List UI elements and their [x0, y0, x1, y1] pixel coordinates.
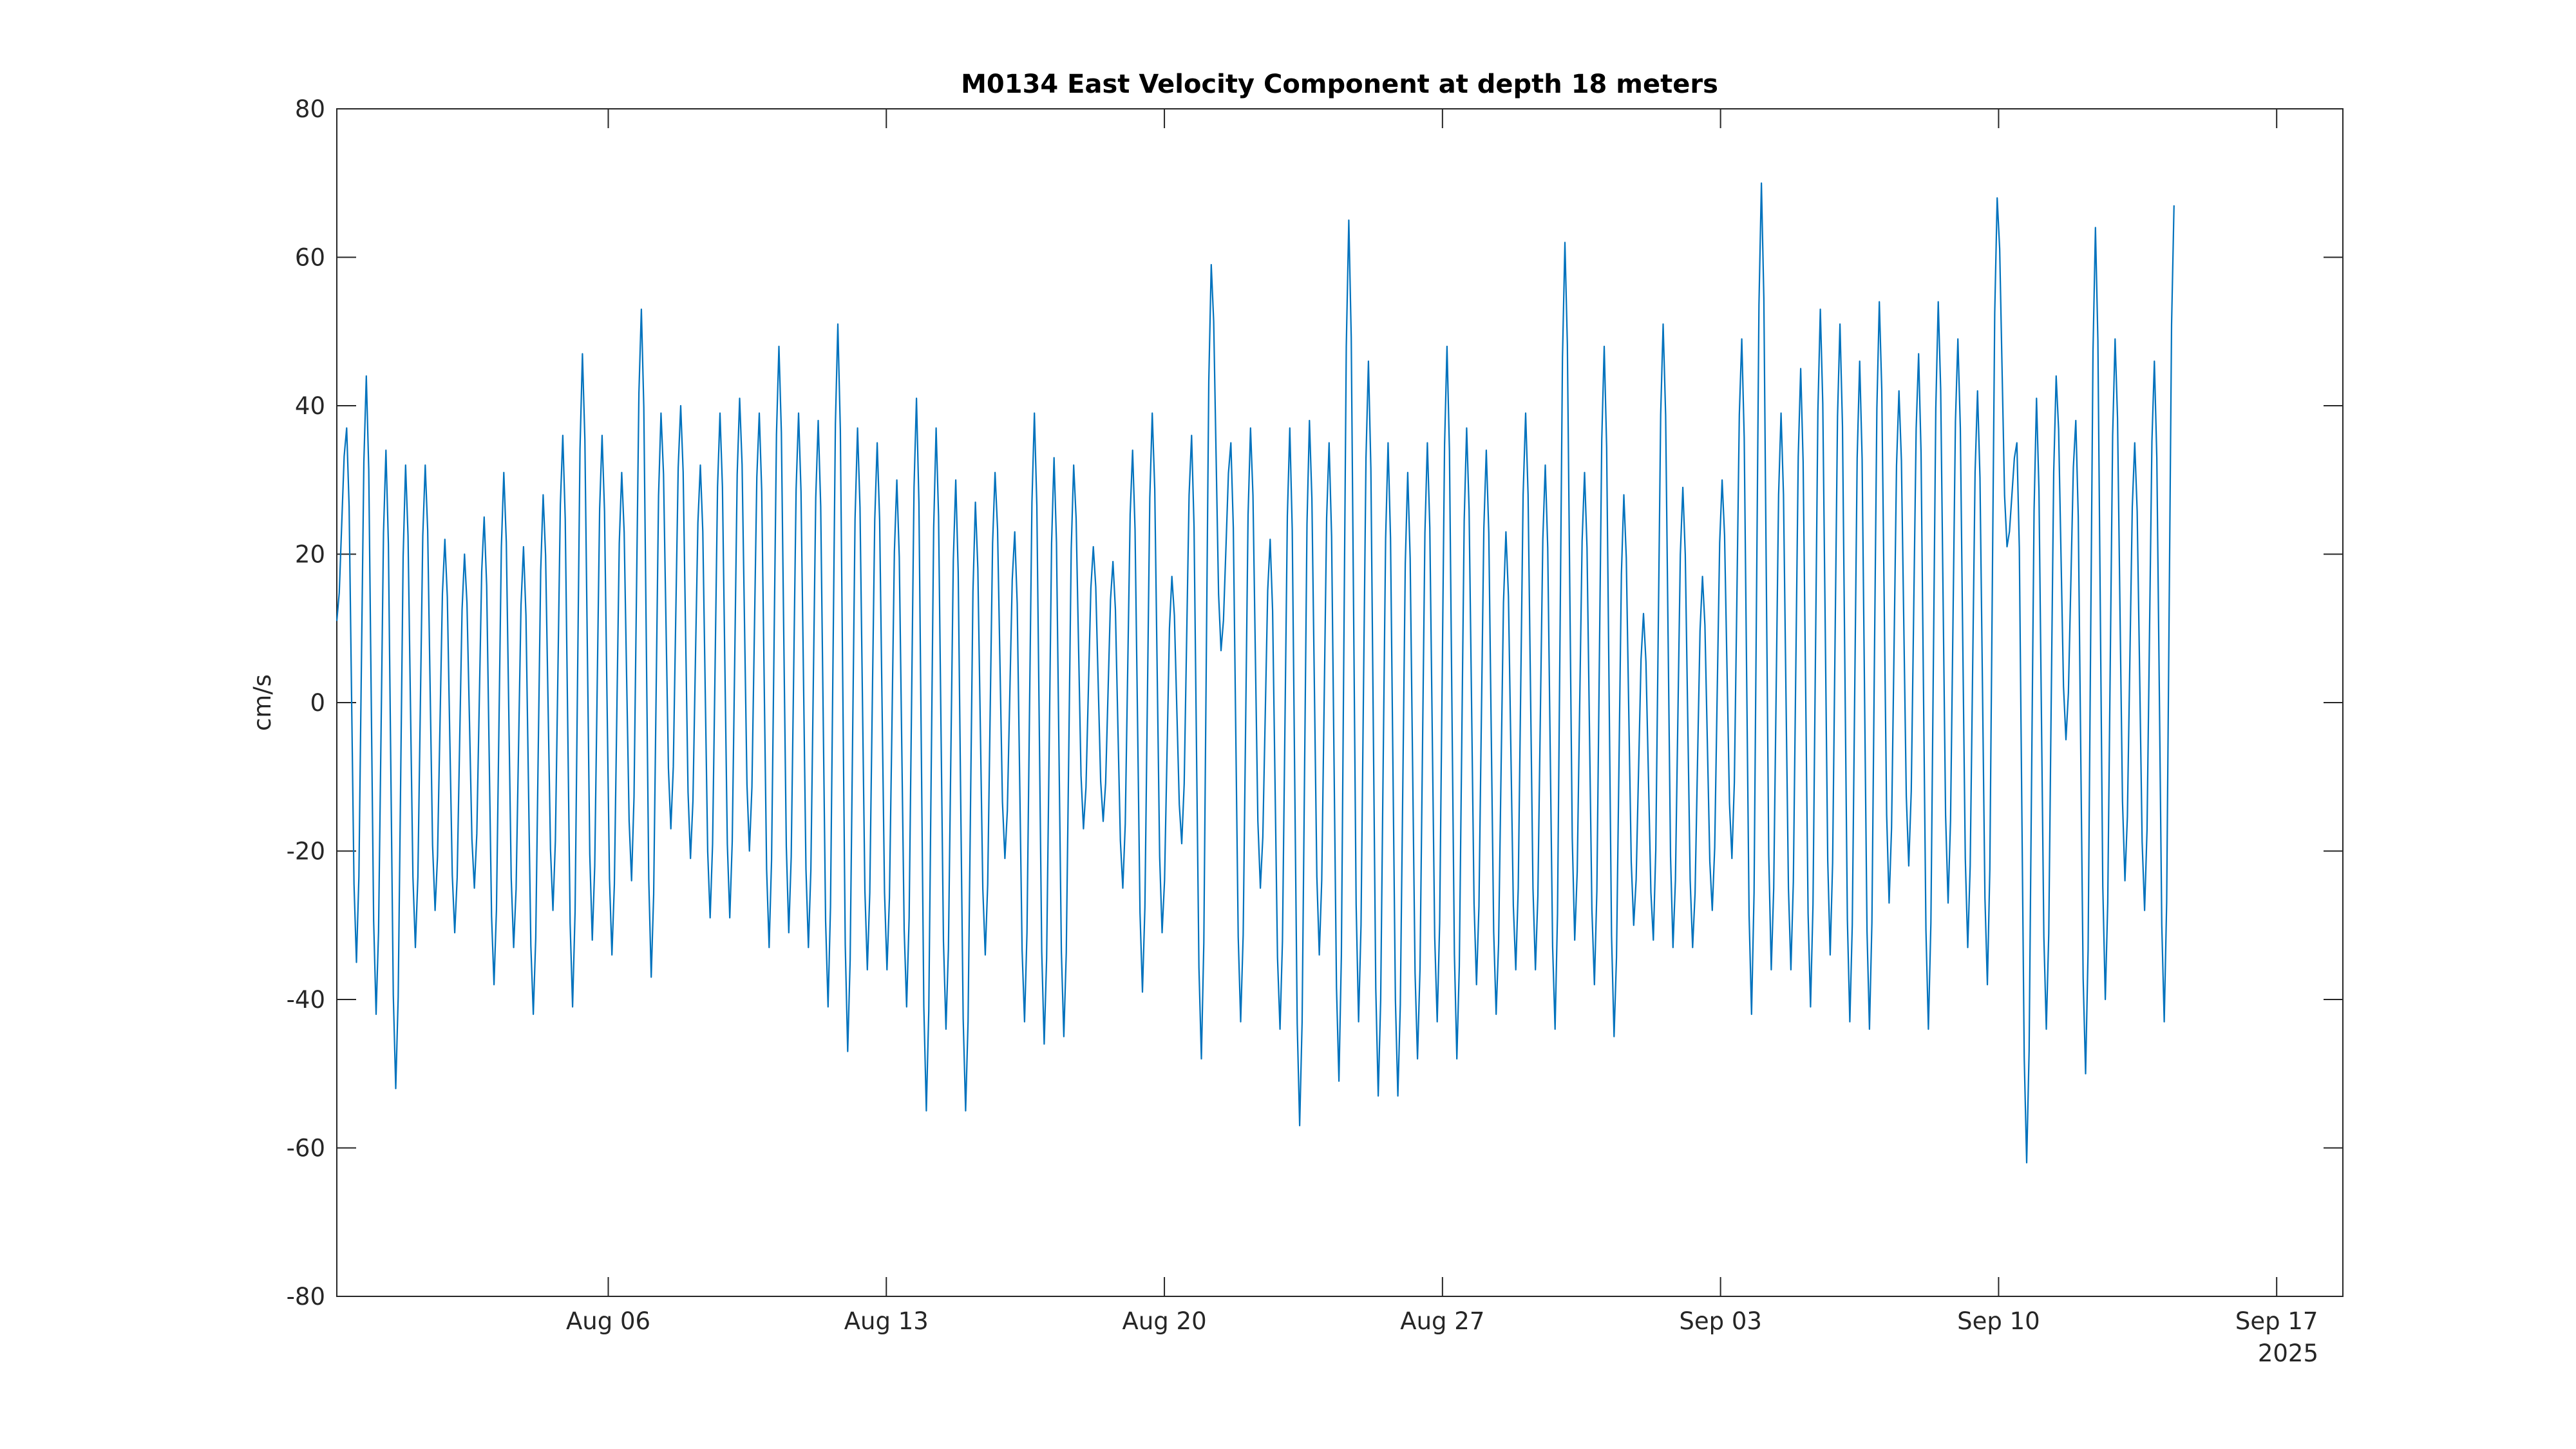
y-tick-label: 60 — [295, 244, 325, 272]
x-tick-label: Sep 03 — [1679, 1307, 1762, 1335]
y-tick-label: -80 — [287, 1283, 325, 1311]
y-tick-label: -40 — [287, 986, 325, 1014]
x-tick-label: Aug 13 — [844, 1307, 929, 1335]
x-tick-label: Aug 27 — [1400, 1307, 1484, 1335]
x-axis-year-label: 2025 — [2258, 1340, 2318, 1367]
y-tick-label: 80 — [295, 95, 325, 123]
y-tick-label: -60 — [287, 1135, 325, 1162]
y-tick-label: 0 — [310, 689, 325, 717]
y-axis-label: cm/s — [249, 674, 276, 731]
y-tick-label: -20 — [287, 838, 325, 866]
y-tick-label: 20 — [295, 541, 325, 569]
x-tick-label: Aug 20 — [1122, 1307, 1207, 1335]
series-line-east-velocity — [336, 182, 2175, 1164]
series-group — [336, 182, 2175, 1164]
plot-area — [336, 108, 2344, 1297]
y-tick-label: 40 — [295, 392, 325, 420]
x-tick-label: Sep 17 — [2235, 1307, 2318, 1335]
x-axis: Aug 06 Aug 13 Aug 20 Aug 27 Sep 03 Sep 10 Sep … — [566, 109, 2318, 1335]
y-axis: -80 -60 -40 -20 0 20 40 60 80 — [287, 95, 2343, 1311]
x-tick-label: Aug 06 — [566, 1307, 650, 1335]
x-tick-label: Sep 10 — [1957, 1307, 2040, 1335]
chart-title: M0134 East Velocity Component at depth 1… — [961, 70, 1718, 99]
